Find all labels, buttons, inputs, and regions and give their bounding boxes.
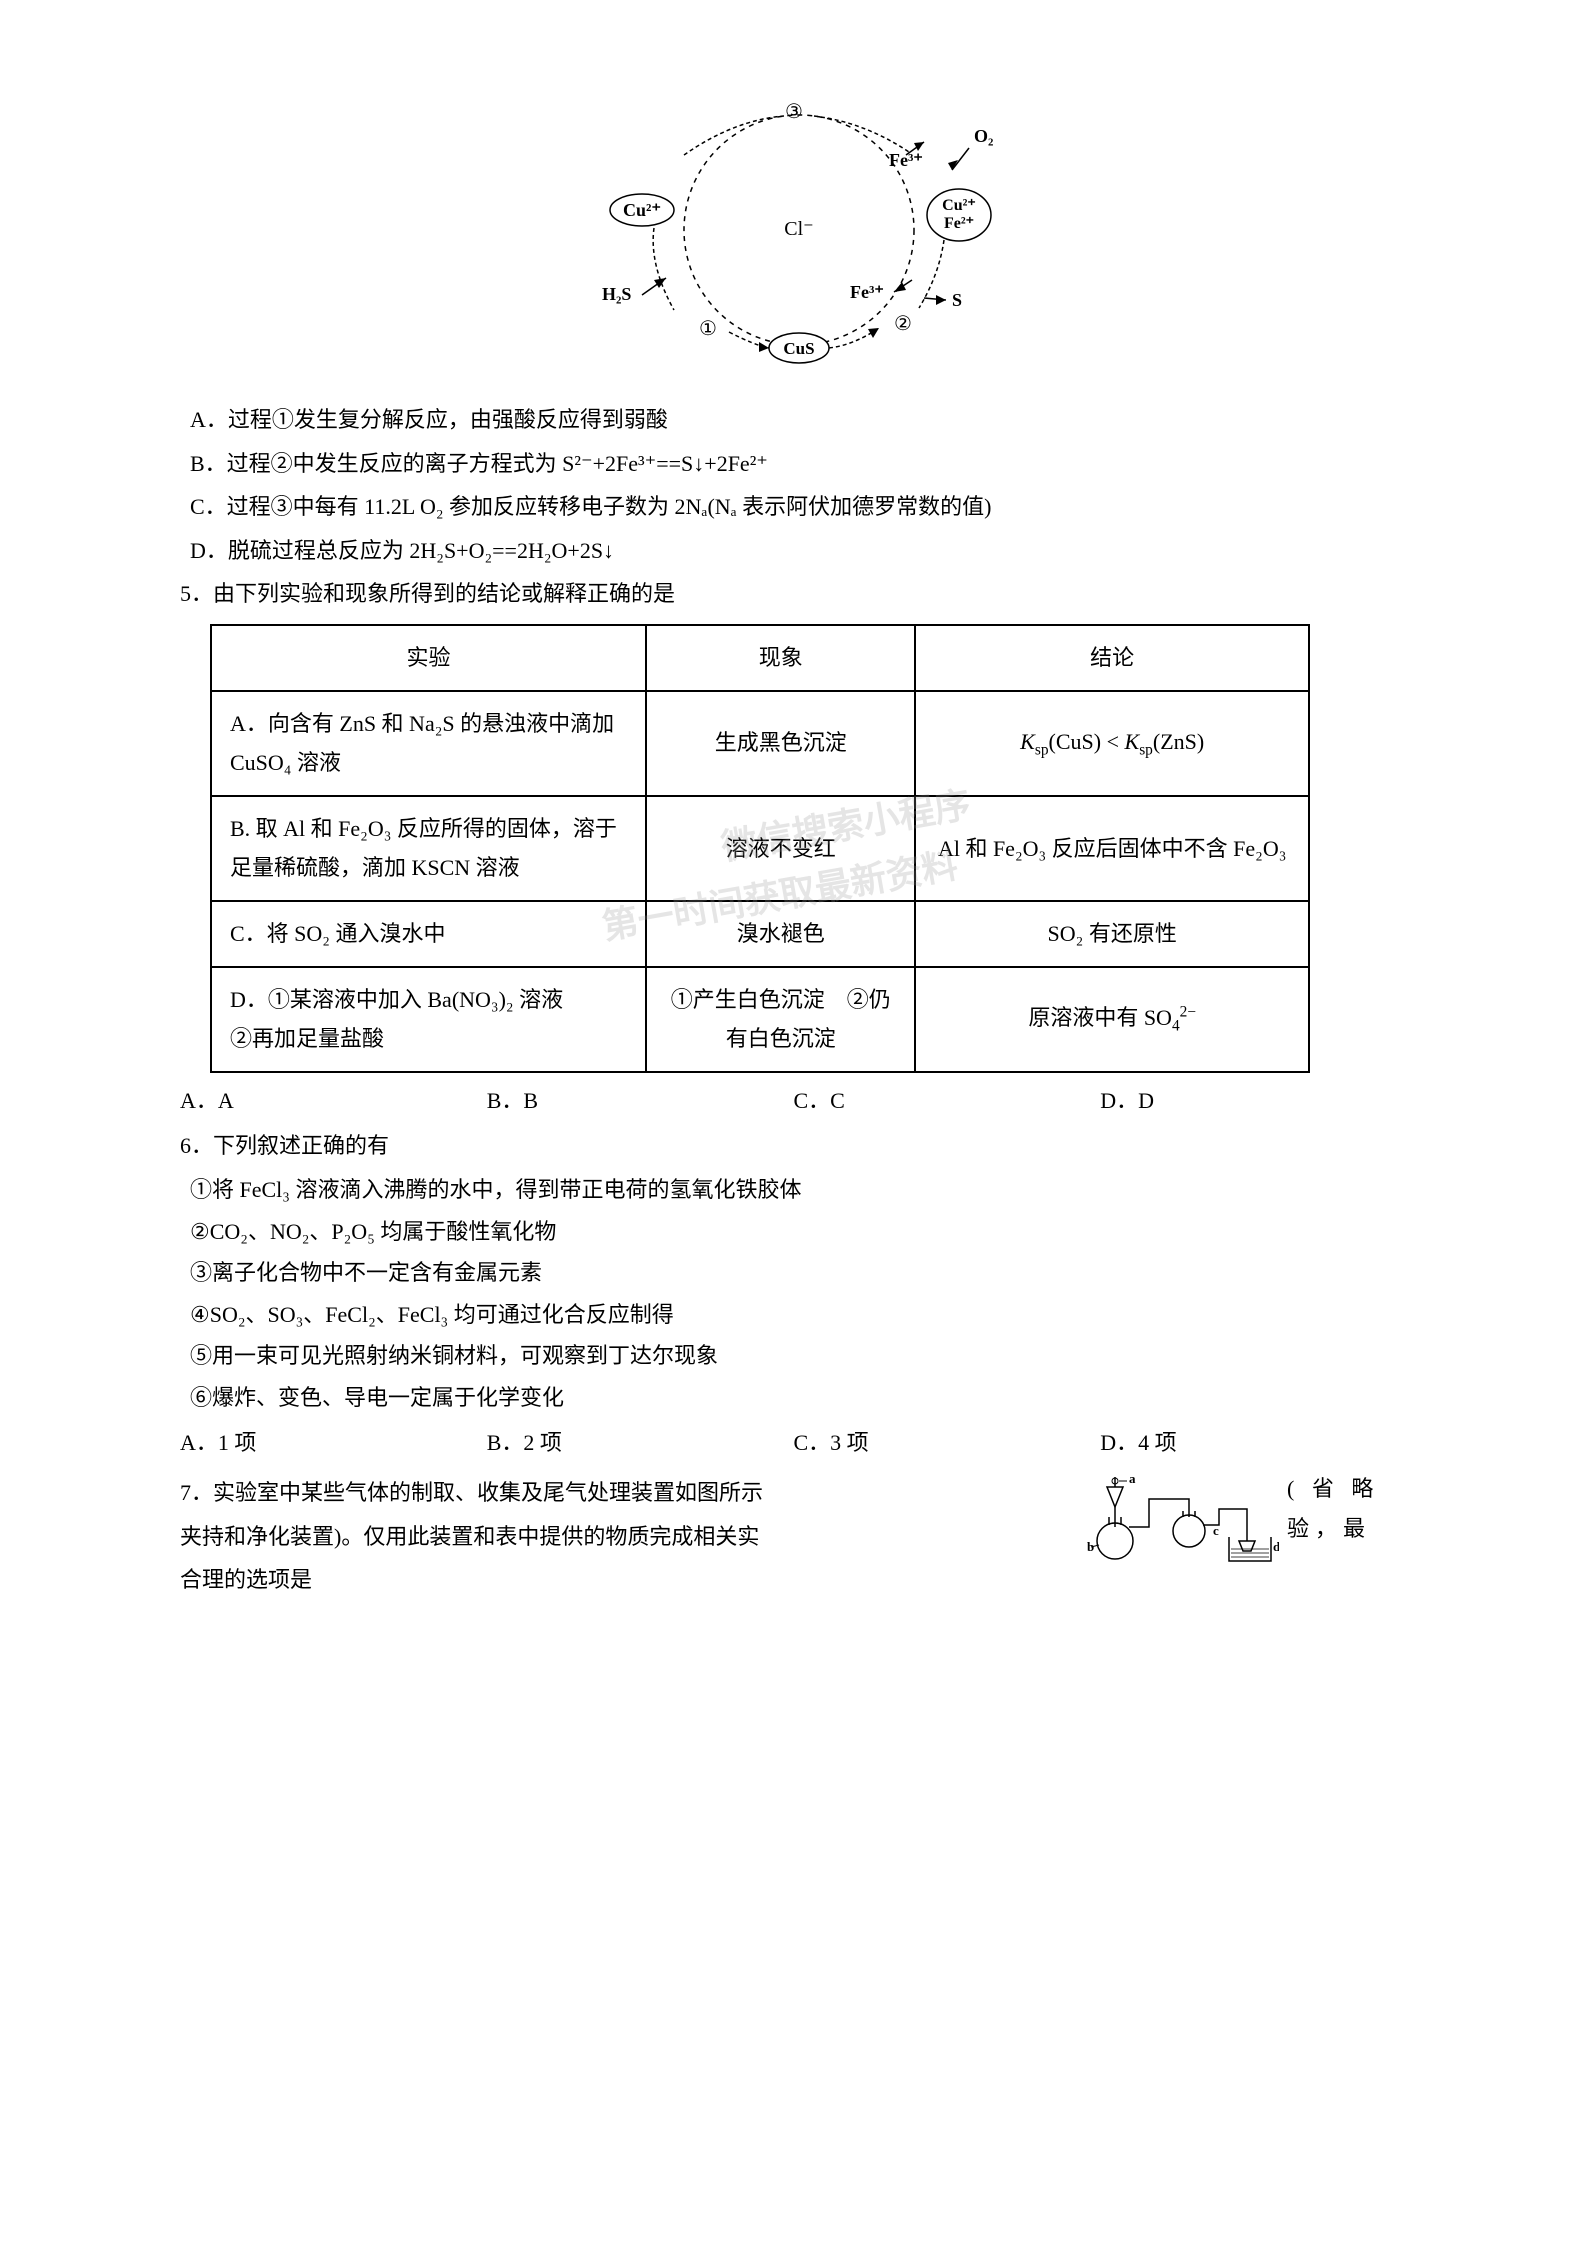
th-conclusion: 结论	[915, 625, 1309, 691]
q7-text-block: 7．实验室中某些气体的制取、收集及尾气处理装置如图所示 夹持和净化装置)。仅用此…	[180, 1469, 1071, 1604]
q5-table-wrapper: 实验 现象 结论 A．向含有 ZnS 和 Na₂S 的悬浊液中滴加 CuSO₄ …	[180, 624, 1407, 1073]
q6-s1: ①将 FeCl₃ 溶液滴入沸腾的水中，得到带正电荷的氢氧化铁胶体	[180, 1170, 1407, 1210]
svg-text:d: d	[1273, 1539, 1279, 1554]
svg-text:③: ③	[785, 101, 803, 123]
q6-s3: ③离子化合物中不一定含有金属元素	[180, 1253, 1407, 1293]
q5-ans-b: B．B	[487, 1081, 794, 1121]
svg-text:O₂: O₂	[974, 126, 993, 146]
svg-text:c: c	[1213, 1523, 1219, 1538]
q6-s4: ④SO₂、SO₃、FeCl₂、FeCl₃ 均可通过化合反应制得	[180, 1295, 1407, 1335]
svg-text:②: ②	[894, 313, 912, 335]
svg-text:Fe³⁺: Fe³⁺	[850, 282, 884, 302]
q7-container: 7．实验室中某些气体的制取、收集及尾气处理装置如图所示 夹持和净化装置)。仅用此…	[180, 1469, 1407, 1604]
svg-text:Cu²⁺: Cu²⁺	[623, 200, 661, 220]
q7-right-text: ( 省 略 验，最	[1287, 1469, 1407, 1548]
q6-ans-d: D．4 项	[1100, 1423, 1407, 1463]
q7-line2: 夹持和净化装置)。仅用此装置和表中提供的物质完成相关实	[180, 1517, 1071, 1557]
cell-conc-c: SO₂ 有还原性	[915, 901, 1309, 967]
apparatus-diagram: a b c d	[1079, 1469, 1279, 1569]
table-row: D．①某溶液中加入 Ba(NO₃)₂ 溶液 ②再加足量盐酸 ①产生白色沉淀 ②仍…	[211, 967, 1309, 1072]
cell-exp-b: B. 取 Al 和 Fe₂O₃ 反应所得的固体，溶于足量稀硫酸，滴加 KSCN …	[211, 796, 646, 901]
q7-line3: 合理的选项是	[180, 1560, 1071, 1600]
q4-option-d: D．脱硫过程总反应为 2H₂S+O₂==2H₂O+2S↓	[180, 531, 1407, 571]
cell-conc-a: Ksp(CuS) < Ksp(ZnS)	[915, 691, 1309, 796]
svg-text:H₂S: H₂S	[602, 284, 631, 304]
q6-ans-b: B．2 项	[487, 1423, 794, 1463]
q5-ans-a: A．A	[180, 1081, 487, 1121]
q5-stem: 5．由下列实验和现象所得到的结论或解释正确的是	[180, 574, 1407, 614]
q6-s6: ⑥爆炸、变色、导电一定属于化学变化	[180, 1378, 1407, 1418]
q6-ans-a: A．1 项	[180, 1423, 487, 1463]
cell-exp-c: C．将 SO₂ 通入溴水中	[211, 901, 646, 967]
q5-answer-row: A．A B．B C．C D．D	[180, 1081, 1407, 1121]
cell-phen-b: 溶液不变红	[646, 796, 915, 901]
apparatus-svg: a b c d	[1079, 1469, 1279, 1569]
cycle-diagram-container: Cl⁻ ③ Cu²⁺ Cu²⁺ Fe²⁺ O₂ Fe³⁺ H₂S	[180, 100, 1407, 380]
svg-text:Fe²⁺: Fe²⁺	[943, 215, 973, 232]
cell-phen-d: ①产生白色沉淀 ②仍有白色沉淀	[646, 967, 915, 1072]
cell-exp-d: D．①某溶液中加入 Ba(NO₃)₂ 溶液 ②再加足量盐酸	[211, 967, 646, 1072]
q6-s2: ②CO₂、NO₂、P₂O₅ 均属于酸性氧化物	[180, 1212, 1407, 1252]
q5-table: 实验 现象 结论 A．向含有 ZnS 和 Na₂S 的悬浊液中滴加 CuSO₄ …	[210, 624, 1310, 1073]
q5-ans-d: D．D	[1100, 1081, 1407, 1121]
svg-text:CuS: CuS	[783, 339, 814, 358]
cell-phen-c: 溴水褪色	[646, 901, 915, 967]
q4-option-c: C．过程③中每有 11.2L O₂ 参加反应转移电子数为 2Nₐ(Nₐ 表示阿伏…	[180, 487, 1407, 527]
table-row: B. 取 Al 和 Fe₂O₃ 反应所得的固体，溶于足量稀硫酸，滴加 KSCN …	[211, 796, 1309, 901]
q5-table-container: 实验 现象 结论 A．向含有 ZnS 和 Na₂S 的悬浊液中滴加 CuSO₄ …	[210, 624, 1407, 1073]
q7-line1: 7．实验室中某些气体的制取、收集及尾气处理装置如图所示	[180, 1473, 1071, 1513]
q7-right2: 验，最	[1287, 1509, 1407, 1549]
svg-text:S: S	[952, 290, 962, 310]
th-phenomenon: 现象	[646, 625, 915, 691]
q6-ans-c: C．3 项	[794, 1423, 1101, 1463]
cell-conc-d: 原溶液中有 SO42−	[915, 967, 1309, 1072]
th-experiment: 实验	[211, 625, 646, 691]
cell-phen-a: 生成黑色沉淀	[646, 691, 915, 796]
q6-stem: 6．下列叙述正确的有	[180, 1126, 1407, 1166]
svg-text:①: ①	[699, 318, 717, 340]
q5-ans-c: C．C	[794, 1081, 1101, 1121]
svg-text:a: a	[1129, 1471, 1136, 1486]
cycle-diagram: Cl⁻ ③ Cu²⁺ Cu²⁺ Fe²⁺ O₂ Fe³⁺ H₂S	[554, 100, 1034, 380]
svg-text:Cl⁻: Cl⁻	[784, 218, 813, 240]
q7-right1: ( 省 略	[1287, 1469, 1407, 1509]
q4-option-b: B．过程②中发生反应的离子方程式为 S²⁻+2Fe³⁺==S↓+2Fe²⁺	[180, 444, 1407, 484]
q6-answer-row: A．1 项 B．2 项 C．3 项 D．4 项	[180, 1423, 1407, 1463]
svg-text:Fe³⁺: Fe³⁺	[889, 150, 923, 170]
table-row: C．将 SO₂ 通入溴水中 溴水褪色 SO₂ 有还原性	[211, 901, 1309, 967]
cycle-svg: Cl⁻ ③ Cu²⁺ Cu²⁺ Fe²⁺ O₂ Fe³⁺ H₂S	[554, 100, 1034, 380]
table-row: A．向含有 ZnS 和 Na₂S 的悬浊液中滴加 CuSO₄ 溶液 生成黑色沉淀…	[211, 691, 1309, 796]
cell-exp-a: A．向含有 ZnS 和 Na₂S 的悬浊液中滴加 CuSO₄ 溶液	[211, 691, 646, 796]
q6-s5: ⑤用一束可见光照射纳米铜材料，可观察到丁达尔现象	[180, 1336, 1407, 1376]
cell-conc-b: Al 和 Fe₂O₃ 反应后固体中不含 Fe₂O₃	[915, 796, 1309, 901]
table-header-row: 实验 现象 结论	[211, 625, 1309, 691]
q4-option-a: A．过程①发生复分解反应，由强酸反应得到弱酸	[180, 400, 1407, 440]
svg-text:Cu²⁺: Cu²⁺	[942, 197, 976, 214]
